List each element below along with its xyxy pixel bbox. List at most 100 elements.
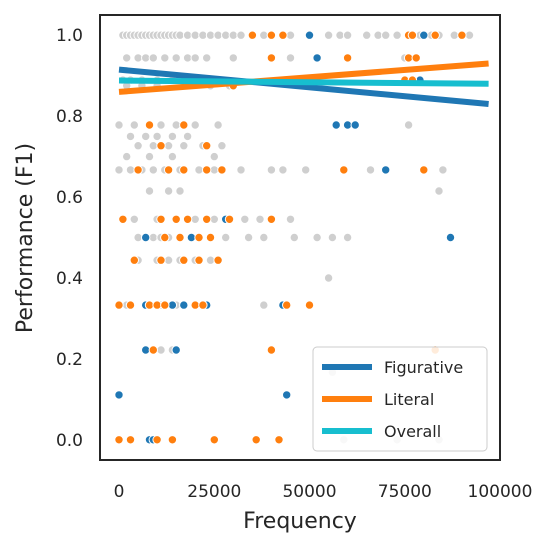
data-point-other — [190, 120, 200, 130]
data-point-other — [133, 141, 143, 151]
legend-label-figurative: Figurative — [384, 358, 463, 377]
data-point-other — [144, 186, 155, 196]
data-point-other — [255, 214, 265, 225]
data-point-literal — [125, 300, 136, 310]
data-point-other — [114, 120, 124, 130]
legend-items: Figurative Literal Overall — [322, 358, 463, 441]
trend-line-figurative — [118, 66, 489, 107]
y-tick-label: 0.6 — [56, 188, 83, 208]
x-ticks: 0 25000 50000 75000 100000 — [114, 482, 533, 502]
data-point-literal — [125, 435, 136, 445]
data-point-literal — [148, 345, 159, 355]
data-point-other — [301, 165, 311, 175]
data-point-other — [167, 151, 178, 162]
x-tick-label: 0 — [114, 482, 125, 502]
legend-label-overall: Overall — [384, 422, 441, 441]
data-point-literal — [266, 345, 277, 355]
data-point-other — [148, 141, 159, 151]
data-point-literal — [411, 53, 421, 63]
data-point-literal — [160, 300, 170, 310]
data-point-literal — [205, 232, 216, 243]
data-point-literal — [342, 53, 353, 63]
data-point-other — [381, 30, 391, 40]
data-point-other — [342, 232, 353, 243]
data-point-figurative — [304, 30, 315, 40]
data-point-other — [160, 53, 170, 63]
data-point-other — [129, 120, 140, 130]
data-point-other — [156, 345, 166, 355]
data-point-other — [228, 53, 239, 63]
data-point-other — [122, 151, 132, 162]
data-point-literal — [304, 300, 315, 310]
data-point-literal — [274, 435, 284, 445]
data-point-other — [217, 141, 227, 151]
data-point-other — [190, 30, 200, 40]
data-point-literal — [114, 300, 124, 310]
data-point-other — [243, 232, 254, 243]
y-tick-label: 0.8 — [56, 107, 83, 127]
data-point-other — [365, 165, 376, 175]
data-point-other — [434, 186, 444, 196]
x-tick-label: 75000 — [378, 482, 432, 502]
data-point-other — [179, 141, 189, 151]
data-point-literal — [160, 232, 170, 243]
data-point-figurative — [282, 390, 292, 400]
y-tick-label: 0.2 — [56, 350, 83, 370]
data-point-figurative — [419, 30, 429, 40]
data-point-other — [228, 30, 239, 40]
data-point-figurative — [381, 165, 391, 175]
data-point-other — [152, 131, 162, 142]
data-point-literal — [133, 165, 143, 175]
data-point-literal — [190, 300, 200, 310]
data-point-figurative — [141, 232, 151, 243]
data-point-figurative — [179, 300, 189, 310]
data-point-other — [285, 53, 296, 63]
data-point-figurative — [312, 53, 322, 63]
data-point-other — [312, 232, 322, 243]
legend: Figurative Literal Overall — [312, 346, 488, 452]
data-point-literal — [202, 141, 212, 151]
x-axis-title: Frequency — [243, 509, 357, 534]
data-point-other — [144, 151, 155, 162]
data-point-literal — [194, 255, 204, 265]
legend-box — [312, 346, 488, 452]
data-point-other — [362, 30, 372, 40]
x-tick-label: 50000 — [282, 482, 336, 502]
x-tick-label: 100000 — [468, 482, 533, 502]
data-point-other — [266, 165, 277, 175]
data-point-other — [148, 165, 159, 175]
data-point-literal — [156, 141, 166, 151]
data-point-literal — [266, 30, 277, 40]
data-point-other — [342, 30, 353, 40]
data-point-literal — [179, 255, 189, 265]
data-point-literal — [266, 214, 277, 225]
data-point-other — [167, 131, 178, 142]
data-point-other — [278, 165, 288, 175]
data-point-literal — [457, 30, 467, 40]
data-point-literal — [430, 30, 440, 40]
data-point-other — [323, 30, 334, 40]
data-point-literal — [179, 120, 189, 130]
data-point-other — [114, 165, 124, 175]
data-point-other — [148, 53, 159, 63]
data-point-figurative — [114, 390, 124, 400]
data-point-other — [194, 165, 204, 175]
data-point-other — [213, 120, 223, 130]
data-point-other — [236, 165, 246, 175]
y-ticks: 0.0 0.2 0.4 0.6 0.8 1.0 — [56, 26, 83, 451]
data-point-other — [403, 120, 414, 130]
data-point-other — [259, 232, 269, 243]
data-point-other — [182, 131, 193, 142]
trend-line-overall — [118, 77, 489, 87]
data-point-figurative — [331, 120, 341, 130]
data-point-other — [129, 214, 140, 225]
data-point-other — [289, 232, 299, 243]
data-point-other — [141, 131, 151, 142]
data-point-other — [156, 120, 166, 130]
data-point-literal — [152, 435, 162, 445]
data-point-literal — [156, 214, 166, 225]
data-point-literal — [339, 165, 349, 175]
data-point-literal — [179, 165, 189, 175]
data-point-figurative — [171, 345, 181, 355]
